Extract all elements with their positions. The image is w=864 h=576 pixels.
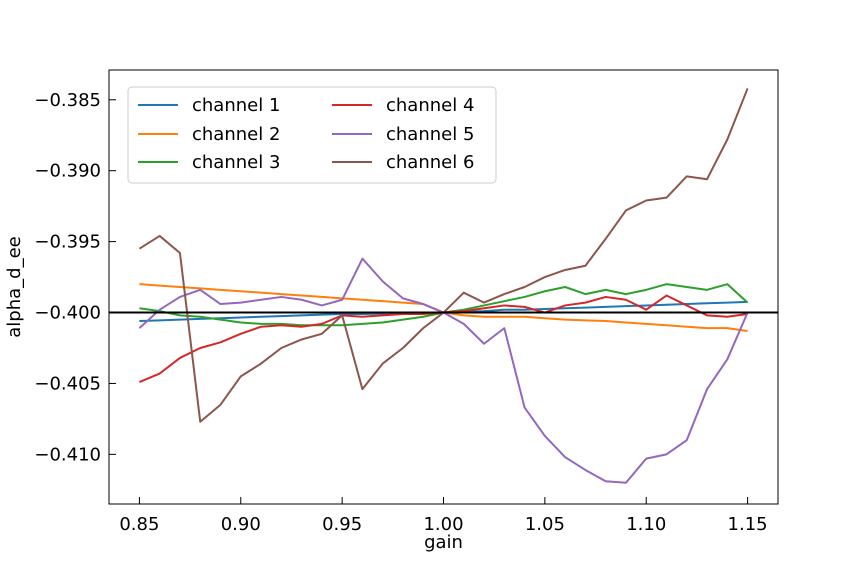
- x-axis-title: gain: [424, 532, 463, 553]
- legend: channel 1 channel 2 channel 3 channel 4 chan…: [127, 86, 497, 184]
- x-tick-label: 1.00: [423, 514, 463, 535]
- legend-label-2: channel 2: [192, 124, 280, 145]
- legend-label-6: channel 6: [386, 152, 474, 173]
- legend-box: [127, 86, 497, 184]
- y-axis: −0.385 −0.390 −0.395 −0.400 −0.405 −0.410: [34, 90, 116, 465]
- x-tick-label: 1.15: [728, 514, 768, 535]
- y-tick-label: −0.390: [34, 161, 101, 182]
- x-tick-label: 0.85: [119, 514, 159, 535]
- x-axis: 0.85 0.90 0.95 1.00 1.05 1.10 1.15: [119, 497, 768, 535]
- series-line-2: [139, 283, 748, 332]
- y-tick-label: −0.400: [34, 303, 101, 324]
- x-tick-label: 0.95: [322, 514, 362, 535]
- legend-label-5: channel 5: [386, 124, 474, 145]
- series-line-4: [139, 294, 748, 383]
- x-tick-label: 0.90: [221, 514, 261, 535]
- legend-label-1: channel 1: [192, 95, 280, 116]
- x-tick-label: 1.05: [525, 514, 565, 535]
- y-axis-title: alpha_d_ee: [4, 236, 25, 337]
- y-tick-label: −0.385: [34, 90, 101, 111]
- legend-label-3: channel 3: [192, 152, 280, 173]
- y-tick-label: −0.395: [34, 232, 101, 253]
- legend-label-4: channel 4: [386, 95, 474, 116]
- series-line-5: [138, 257, 749, 484]
- y-tick-label: −0.410: [34, 444, 101, 465]
- y-tick-label: −0.405: [34, 373, 101, 394]
- x-tick-label: 1.10: [626, 514, 666, 535]
